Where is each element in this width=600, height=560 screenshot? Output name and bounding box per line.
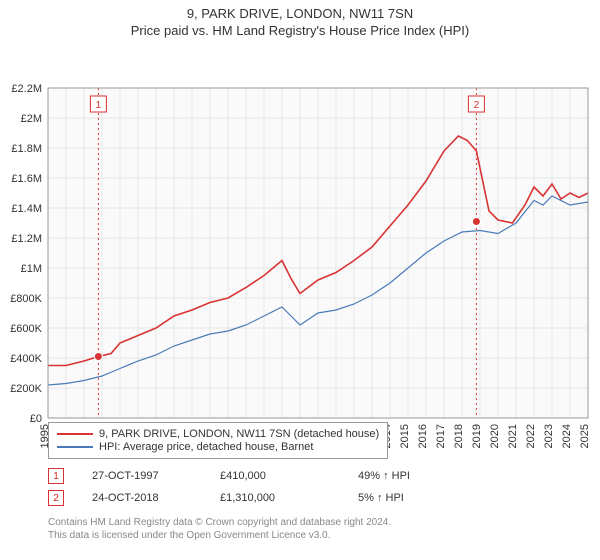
x-tick-label: 2015 (399, 424, 411, 448)
x-tick-label: 2021 (507, 424, 519, 448)
footer: Contains HM Land Registry data © Crown c… (48, 516, 391, 542)
legend-swatch (57, 433, 93, 435)
y-tick-label: £1.8M (11, 143, 42, 155)
y-tick-label: £200K (10, 383, 42, 395)
y-tick-label: £2.2M (11, 83, 42, 95)
footer-line1: Contains HM Land Registry data © Crown c… (48, 516, 391, 529)
legend-row: HPI: Average price, detached house, Barn… (57, 441, 379, 453)
x-tick-label: 2024 (561, 424, 573, 448)
footer-line2: This data is licensed under the Open Gov… (48, 529, 391, 542)
marker-dot (94, 353, 102, 361)
y-tick-label: £800K (10, 293, 42, 305)
y-tick-label: £600K (10, 323, 42, 335)
legend-swatch (57, 446, 93, 448)
sale-price: £1,310,000 (220, 492, 330, 504)
x-tick-label: 2020 (489, 424, 501, 448)
legend-box: 9, PARK DRIVE, LONDON, NW11 7SN (detache… (48, 422, 388, 459)
legend-label: 9, PARK DRIVE, LONDON, NW11 7SN (detache… (99, 428, 379, 440)
legend-label: HPI: Average price, detached house, Barn… (99, 441, 313, 453)
sale-date: 27-OCT-1997 (92, 470, 192, 482)
sale-marker: 2 (48, 490, 64, 506)
y-tick-label: £1.6M (11, 173, 42, 185)
sale-delta: 49% ↑ HPI (358, 470, 410, 482)
x-tick-label: 2019 (471, 424, 483, 448)
x-tick-label: 2018 (453, 424, 465, 448)
marker-label: 2 (474, 100, 480, 111)
y-tick-label: £1.2M (11, 233, 42, 245)
y-tick-label: £400K (10, 353, 42, 365)
y-tick-label: £2M (21, 113, 42, 125)
x-tick-label: 2022 (525, 424, 537, 448)
marker-label: 1 (96, 100, 102, 111)
marker-dot (472, 218, 480, 226)
sale-marker: 1 (48, 468, 64, 484)
y-tick-label: £1.4M (11, 203, 42, 215)
y-tick-label: £0 (30, 413, 42, 425)
x-tick-label: 2016 (417, 424, 429, 448)
sale-row: 2 24-OCT-2018 £1,310,000 5% ↑ HPI (48, 490, 404, 506)
legend-row: 9, PARK DRIVE, LONDON, NW11 7SN (detache… (57, 428, 379, 440)
page-title: 9, PARK DRIVE, LONDON, NW11 7SN (0, 0, 600, 21)
page: 9, PARK DRIVE, LONDON, NW11 7SN Price pa… (0, 0, 600, 560)
sale-price: £410,000 (220, 470, 330, 482)
y-tick-label: £1M (21, 263, 42, 275)
sale-date: 24-OCT-2018 (92, 492, 192, 504)
x-tick-label: 2025 (579, 424, 591, 448)
sale-row: 1 27-OCT-1997 £410,000 49% ↑ HPI (48, 468, 410, 484)
sale-delta: 5% ↑ HPI (358, 492, 404, 504)
page-subtitle: Price paid vs. HM Land Registry's House … (0, 21, 600, 40)
chart-svg: £0 £200K £400K £600K £800K £1M £1.2M £1.4M £1.6M… (0, 40, 600, 460)
x-tick-label: 2023 (543, 424, 555, 448)
x-tick-label: 2017 (435, 424, 447, 448)
chart: £0 £200K £400K £600K £800K £1M £1.2M £1.4M £1.6M… (0, 40, 600, 465)
